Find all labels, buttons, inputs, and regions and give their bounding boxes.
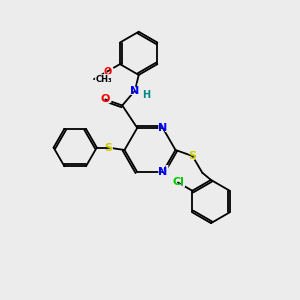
Text: O: O xyxy=(104,68,112,77)
Text: N: N xyxy=(156,120,169,135)
Text: S: S xyxy=(104,142,112,153)
Text: N: N xyxy=(129,83,141,98)
Text: S: S xyxy=(188,151,196,161)
Text: Cl: Cl xyxy=(170,175,186,190)
Text: O: O xyxy=(99,92,112,107)
Text: O: O xyxy=(100,94,110,104)
Text: S: S xyxy=(103,140,114,155)
Text: N: N xyxy=(130,85,140,96)
Text: N: N xyxy=(156,165,169,180)
Text: Cl: Cl xyxy=(172,178,184,188)
Text: N: N xyxy=(158,123,167,133)
Text: S: S xyxy=(187,148,198,164)
Text: N: N xyxy=(158,167,167,177)
Text: H: H xyxy=(142,90,150,100)
Text: O: O xyxy=(102,65,114,80)
Text: CH₃: CH₃ xyxy=(95,75,112,84)
Text: H: H xyxy=(141,88,152,102)
